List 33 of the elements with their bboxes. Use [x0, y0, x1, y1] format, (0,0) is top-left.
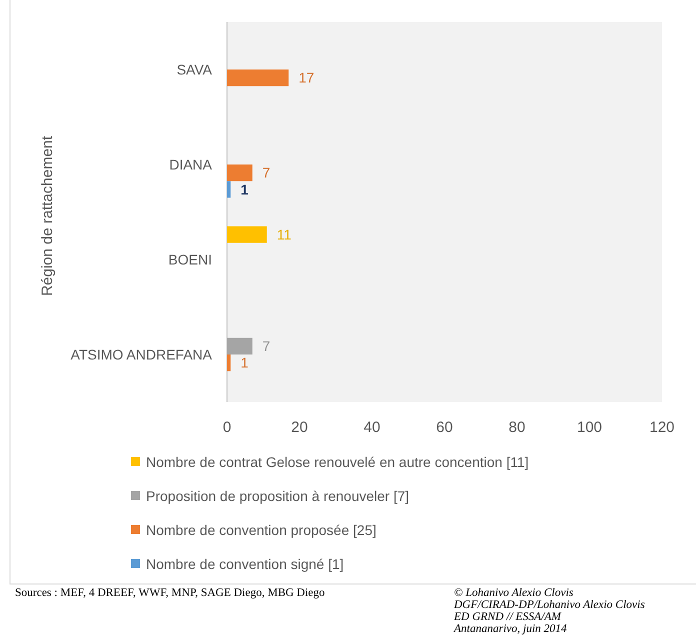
bar	[227, 338, 252, 354]
x-tick-label: 60	[436, 419, 453, 436]
text: ED GRND // ESSA/AM	[453, 611, 562, 623]
x-tick-label: 80	[508, 419, 526, 436]
legend-label: Nombre de contrat Gelose renouvelé en autre concention [11]	[146, 454, 529, 470]
source-note: Sources : MEF, 4 DREEF, WWF, MNP, SAGE Diego, MBG Diego	[15, 587, 326, 599]
y-tick-label: DIANA	[169, 156, 213, 172]
bar	[227, 70, 289, 86]
y-axis-title: Région de rattachement	[39, 135, 56, 296]
x-tick-label: 0	[222, 419, 232, 436]
bar	[227, 354, 231, 372]
x-tick-label: 20	[291, 419, 308, 436]
x-tick-label: 120	[649, 419, 675, 436]
data-label: 17	[298, 70, 314, 86]
y-tick-label: SAVA	[176, 61, 213, 78]
data-label: 11	[276, 226, 292, 242]
legend-label: Nombre de convention proposée [25]	[146, 522, 376, 538]
text: DGF/CIRAD-DP/Lohanivo Alexio Clovis	[453, 599, 646, 611]
text: Antananarivo, juin 2014	[453, 623, 568, 635]
y-tick-label: ATSIMO ANDREFANA	[70, 346, 213, 362]
x-tick-label: 40	[364, 419, 380, 436]
text: © Lohanivo Alexio Clovis	[454, 587, 574, 599]
legend-label: Nombre de convention signé [1]	[146, 556, 344, 572]
data-label: 7	[262, 164, 270, 181]
data-label: 1	[240, 181, 249, 198]
x-tick-label: 100	[576, 419, 602, 436]
bar	[227, 164, 252, 182]
data-label: 7	[262, 338, 270, 354]
legend-label: Proposition de proposition à renouveler [7]	[146, 488, 410, 504]
bar	[227, 226, 267, 243]
y-tick-label: BOENI	[168, 251, 212, 268]
data-label: 1	[240, 354, 249, 371]
bar	[227, 181, 231, 198]
